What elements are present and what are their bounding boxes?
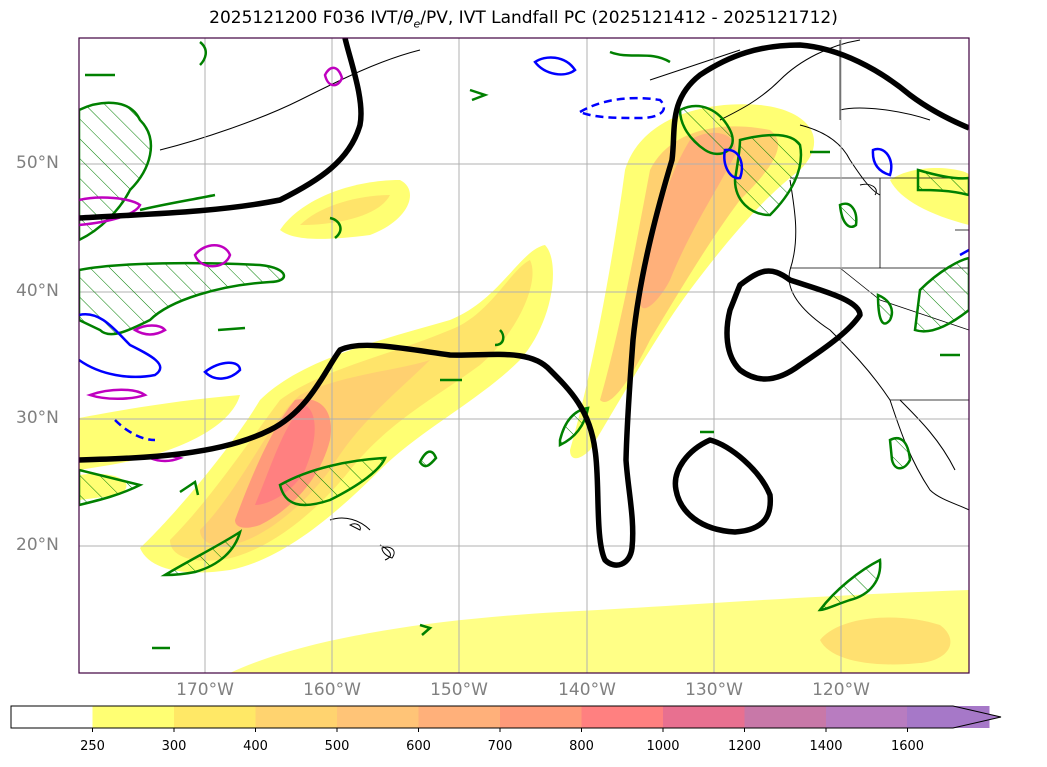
colorbar-segment: [500, 706, 582, 728]
lon-label-130w: 130°W: [685, 680, 743, 700]
landfall-pc-contours: [79, 38, 969, 568]
title-theta: θ: [403, 8, 414, 28]
title-suffix: /PV, IVT Landfall PC (2025121412 - 20251…: [420, 8, 838, 28]
theta-e-contours: [79, 56, 969, 442]
colorbar-tick-label: 400: [243, 739, 268, 754]
lon-label-150w: 150°W: [430, 680, 488, 700]
pv-contours-open: [85, 41, 960, 650]
colorbar-tick-label: 800: [569, 739, 594, 754]
colorbar-segment: [92, 706, 175, 728]
title-theta-subscript: e: [413, 17, 421, 31]
coastlines: [159, 39, 969, 561]
colorbar-segment: [337, 706, 419, 728]
colorbar-tick-label: 500: [324, 739, 350, 754]
title-prefix: 2025121200 F036 IVT/: [209, 8, 404, 28]
lon-label-140w: 140°W: [558, 680, 616, 700]
colorbar-segment: [174, 706, 256, 728]
islands: [348, 183, 877, 559]
lon-label-120w: 120°W: [812, 680, 870, 700]
colorbar-segment: [255, 706, 338, 728]
political-borders: [790, 40, 969, 401]
lat-label-40n: 40°N: [16, 281, 59, 301]
lon-label-170w: 170°W: [176, 680, 234, 700]
colorbar-segment: [581, 706, 664, 728]
colorbar-tick-label: 300: [161, 739, 187, 754]
colorbar-segment: [663, 706, 745, 728]
lon-label-160w: 160°W: [303, 680, 361, 700]
ivt-shading: [79, 104, 969, 673]
colorbar-outline: [10, 705, 1002, 729]
lat-label-30n: 30°N: [16, 408, 59, 428]
colorbar: [10, 705, 1002, 732]
colorbar-tick-label: 1400: [809, 739, 843, 754]
colorbar-segment: [11, 706, 93, 728]
map-frame: [78, 37, 970, 674]
colorbar-tick-label: 250: [80, 739, 105, 754]
colorbar-extend-arrow: [907, 706, 1001, 728]
colorbar-tick-label: 700: [487, 739, 513, 754]
colorbar-segment: [826, 706, 908, 728]
figure-title: 2025121200 F036 IVT/θe/PV, IVT Landfall …: [0, 8, 1047, 30]
colorbar-tick-label: 600: [406, 739, 431, 754]
lat-label-20n: 20°N: [16, 535, 59, 555]
colorbar-tick-label: 1200: [727, 739, 762, 754]
colorbar-segment: [744, 706, 827, 728]
lat-label-50n: 50°N: [16, 153, 59, 173]
colorbar-tick-label: 1600: [890, 739, 925, 754]
colorbar-tick-label: 1000: [646, 739, 680, 754]
colorbar-segment: [418, 706, 501, 728]
pv-contours: [79, 101, 969, 612]
